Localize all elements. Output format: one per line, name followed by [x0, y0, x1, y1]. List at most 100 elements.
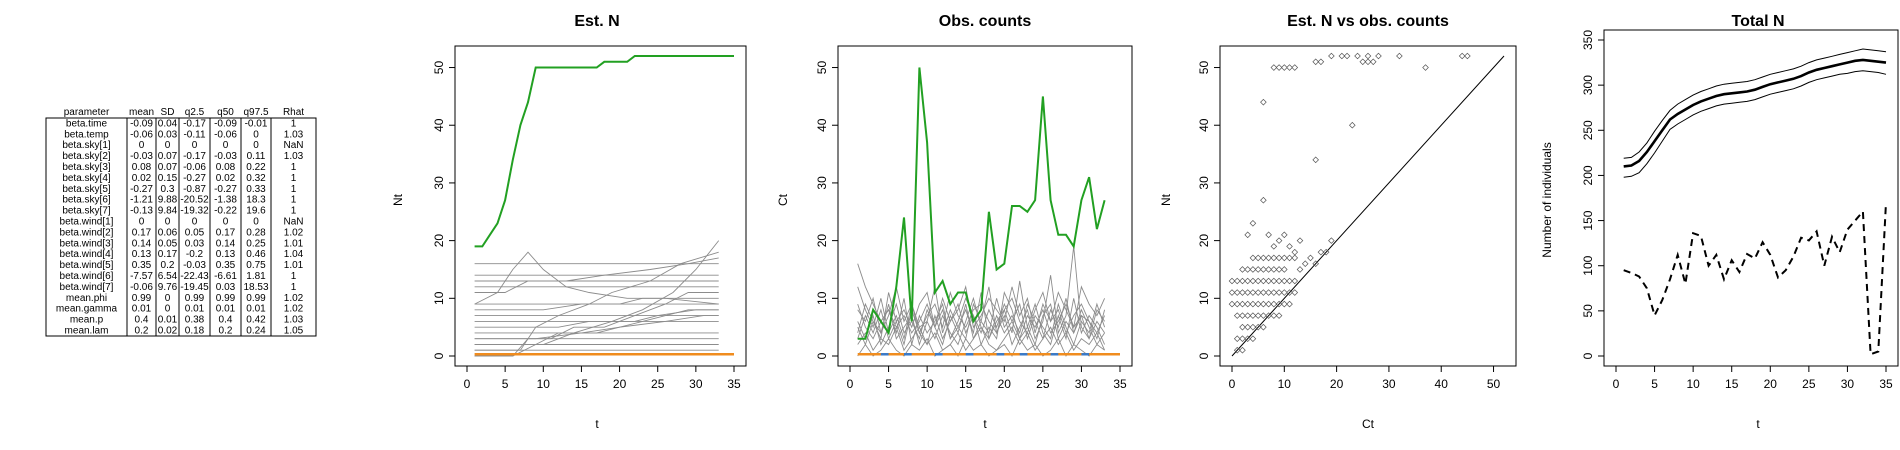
table-header-cell: parameter — [64, 107, 110, 118]
y-tick-label: 150 — [1581, 210, 1595, 230]
scatter-point — [1249, 220, 1257, 227]
table-cell: 0.99 — [216, 293, 236, 304]
x-tick-label: 10 — [537, 377, 551, 391]
scatter-point — [1249, 300, 1257, 308]
table-cell: 0.17 — [132, 227, 152, 238]
x-tick-label: 10 — [1686, 377, 1700, 391]
scatter-point — [1343, 52, 1351, 60]
table-cell: 0.99 — [132, 293, 152, 304]
table-cell: 1 — [291, 173, 297, 184]
scatter-point — [1265, 266, 1272, 273]
table-cell: 0.17 — [158, 249, 178, 260]
table-cell: 1.03 — [284, 151, 304, 162]
total-n-mean-line — [1623, 58, 1887, 168]
table-cell: 0.11 — [247, 151, 266, 162]
scatter-point — [1322, 248, 1330, 256]
x-tick-label: 35 — [727, 377, 741, 391]
table-cell: 0.35 — [216, 260, 236, 271]
x-axis-label: t — [1756, 417, 1760, 431]
x-tick-label: 25 — [651, 377, 665, 391]
table-cell: 0.05 — [158, 238, 178, 249]
table-cell: 0.01 — [246, 304, 266, 315]
table-cell: 1.04 — [284, 249, 304, 260]
scatter-point — [1244, 335, 1251, 342]
table-cell: 0.01 — [216, 304, 236, 315]
background-series-line — [474, 240, 720, 345]
table-cell: 0.4 — [219, 315, 233, 326]
panel-total-n: Total N t Number of individuals 0 5 10 15 20… — [1540, 13, 1899, 431]
panel-est-n: Est. N t Nt 0 5 10 15 20 25 30 35 0 10 20 30 40 50 — [391, 13, 747, 431]
scatter-point — [1254, 266, 1262, 273]
table-cell: 1.02 — [284, 227, 304, 238]
scatter-point — [1233, 289, 1241, 296]
y-axis-label: Nt — [391, 193, 405, 206]
scatter-point — [1275, 277, 1283, 285]
y-axis-label: Number of individuals — [1540, 142, 1554, 257]
table-cell: 0.08 — [132, 162, 152, 173]
table-cell: 0.28 — [246, 227, 266, 238]
scatter-point — [1244, 312, 1251, 319]
plot-frame — [837, 45, 1133, 367]
table-cell: 1 — [291, 206, 297, 217]
scatter-point — [1249, 323, 1257, 331]
table-cell: 0.01 — [185, 304, 205, 315]
table-cell: -7.57 — [130, 271, 153, 282]
table-cell: 0.07 — [158, 151, 178, 162]
table-cell: 1.81 — [246, 271, 266, 282]
scatter-point — [1233, 277, 1241, 285]
scatter-point — [1464, 52, 1471, 60]
scatter-point — [1244, 231, 1251, 239]
table-cell: -0.27 — [130, 184, 153, 195]
scatter-point — [1275, 64, 1283, 71]
scatter-point — [1275, 289, 1283, 296]
plot-frame — [1603, 29, 1899, 367]
x-tick-label: 0 — [1613, 377, 1620, 391]
scatter-point — [1265, 289, 1272, 296]
table-cell: 0.07 — [158, 162, 178, 173]
table-cell: 1.02 — [284, 304, 304, 315]
table-cell: 18.53 — [243, 282, 268, 293]
scatter-point — [1328, 52, 1335, 60]
scatter-point — [1239, 277, 1246, 285]
x-axis-label: t — [983, 417, 987, 431]
scatter-point — [1354, 52, 1361, 60]
table-header-cell: SD — [161, 107, 175, 118]
panel-est-n-vs-obs: Est. N vs obs. counts Ct Nt 0 10 20 30 40 50 0… — [1159, 13, 1517, 431]
x-tick-label: 10 — [1278, 377, 1292, 391]
panel-title: Obs. counts — [939, 13, 1032, 30]
scatter-point — [1275, 254, 1283, 262]
table-cell: beta.wind[1] — [60, 217, 114, 228]
panel-obs-counts: Obs. counts t Ct 0 5 10 15 20 25 30 35 0 10 20 30 40… — [776, 13, 1133, 431]
table-cell: 0 — [223, 140, 229, 151]
table-cell: 0.25 — [246, 238, 266, 249]
background-series-line — [857, 325, 1106, 352]
y-tick-label: 10 — [815, 291, 829, 305]
scatter-point — [1233, 335, 1241, 342]
panel-title: Est. N — [574, 13, 619, 30]
table-cell: beta.wind[5] — [60, 260, 114, 271]
table-cell: 0.2 — [219, 326, 233, 337]
x-tick-label: 30 — [1075, 377, 1089, 391]
scatter-point — [1265, 312, 1272, 319]
table-cell: 0.38 — [185, 315, 205, 326]
table-cell: -0.01 — [245, 118, 268, 129]
scatter-point — [1228, 300, 1236, 308]
parameter-table: parameter mean SD q2.5 q50 q97.5 Rhat beta.time… — [45, 107, 317, 337]
plot-frame — [454, 45, 747, 367]
scatter-point — [1244, 277, 1251, 285]
table-cell: -0.09 — [130, 118, 153, 129]
table-cell: -22.43 — [180, 271, 209, 282]
y-tick-label: 10 — [1197, 291, 1211, 305]
table-cell: beta.temp — [64, 129, 109, 140]
background-series-line — [474, 251, 719, 351]
scatter-point — [1260, 323, 1267, 331]
table-cell: 0.14 — [216, 238, 236, 249]
scatter-point — [1275, 312, 1283, 319]
table-cell: 0.18 — [185, 326, 205, 337]
scatter-point — [1249, 312, 1257, 319]
table-cell: beta.wind[7] — [60, 282, 114, 293]
x-tick-label: 20 — [1764, 377, 1778, 391]
plot-frame — [1219, 45, 1517, 367]
scatter-point — [1249, 335, 1257, 342]
y-tick-label: 30 — [432, 176, 446, 190]
